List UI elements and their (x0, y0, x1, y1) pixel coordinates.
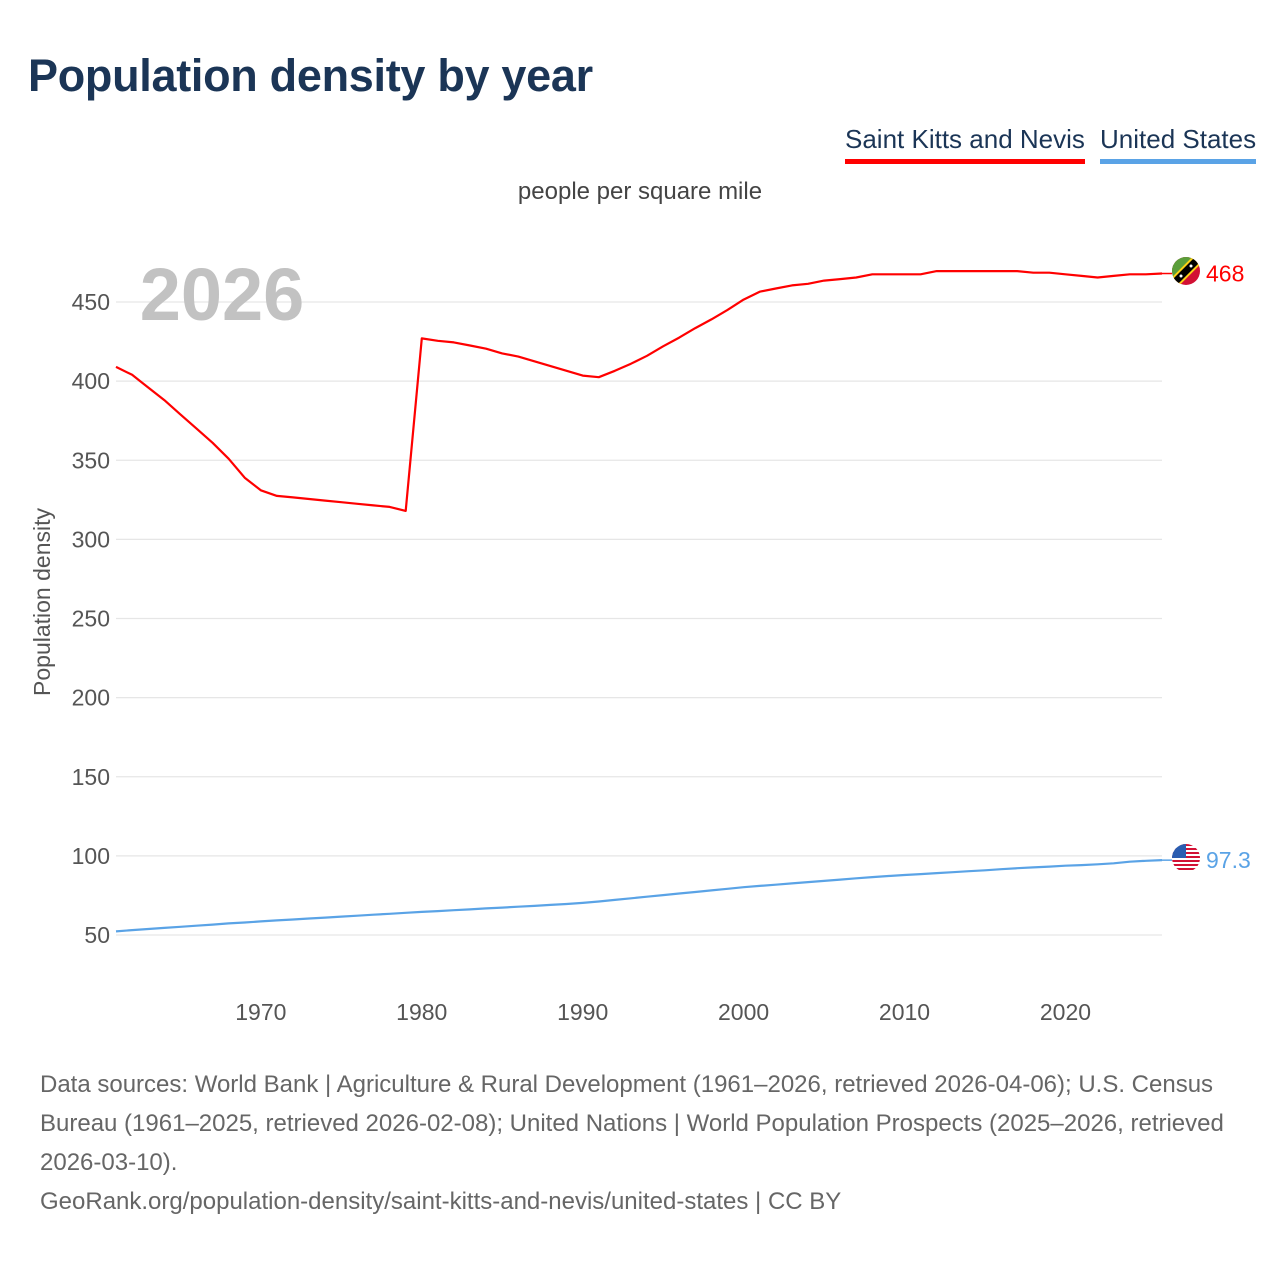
x-tick-label: 2020 (1040, 999, 1091, 1025)
series-line-united-states (115, 859, 1163, 933)
y-tick-label: 200 (72, 685, 110, 711)
y-axis-label: Population density (29, 508, 55, 696)
page-title: Population density by year (28, 50, 593, 101)
series-lines (115, 270, 1172, 933)
legend-item-united-states[interactable]: United States (1100, 124, 1257, 164)
chart-subtitle: people per square mile (517, 178, 763, 205)
end-value-label: 97.3 (1206, 847, 1251, 873)
x-axis-ticks: 1970 1980 1990 2000 2010 2020 (235, 999, 1091, 1025)
footer: Data sources: World Bank | Agriculture &… (40, 1065, 1250, 1221)
legend-item-saint-kitts-and-nevis[interactable]: Saint Kitts and Nevis (845, 124, 1085, 164)
series-line-saint-kitts-and-nevis (115, 270, 1163, 512)
y-tick-label: 50 (84, 922, 110, 948)
x-tick-label: 2010 (879, 999, 930, 1025)
end-labels: 468 97.3 (1206, 261, 1251, 874)
y-tick-label: 100 (72, 843, 110, 869)
end-value-label: 468 (1206, 261, 1244, 287)
gridlines (116, 301, 1162, 936)
y-tick-label: 350 (72, 447, 110, 473)
year-watermark: 2026 (140, 253, 305, 336)
y-tick-label: 300 (72, 526, 110, 552)
x-tick-label: 1970 (235, 999, 286, 1025)
credit-link[interactable]: GeoRank.org/population-density/saint-kit… (40, 1188, 842, 1215)
flag-united-states-icon (1172, 844, 1200, 872)
y-tick-label: 150 (72, 764, 110, 790)
y-tick-label: 400 (72, 368, 110, 394)
x-tick-label: 1980 (396, 999, 447, 1025)
y-tick-label: 450 (72, 289, 110, 315)
x-tick-label: 1990 (557, 999, 608, 1025)
flag-saint-kitts-and-nevis-icon (1172, 257, 1200, 285)
y-axis-ticks: 50 100 150 200 250 300 350 400 450 (72, 289, 110, 948)
x-tick-label: 2000 (718, 999, 769, 1025)
data-sources: Data sources: World Bank | Agriculture &… (40, 1071, 1224, 1176)
y-tick-label: 250 (72, 606, 110, 632)
